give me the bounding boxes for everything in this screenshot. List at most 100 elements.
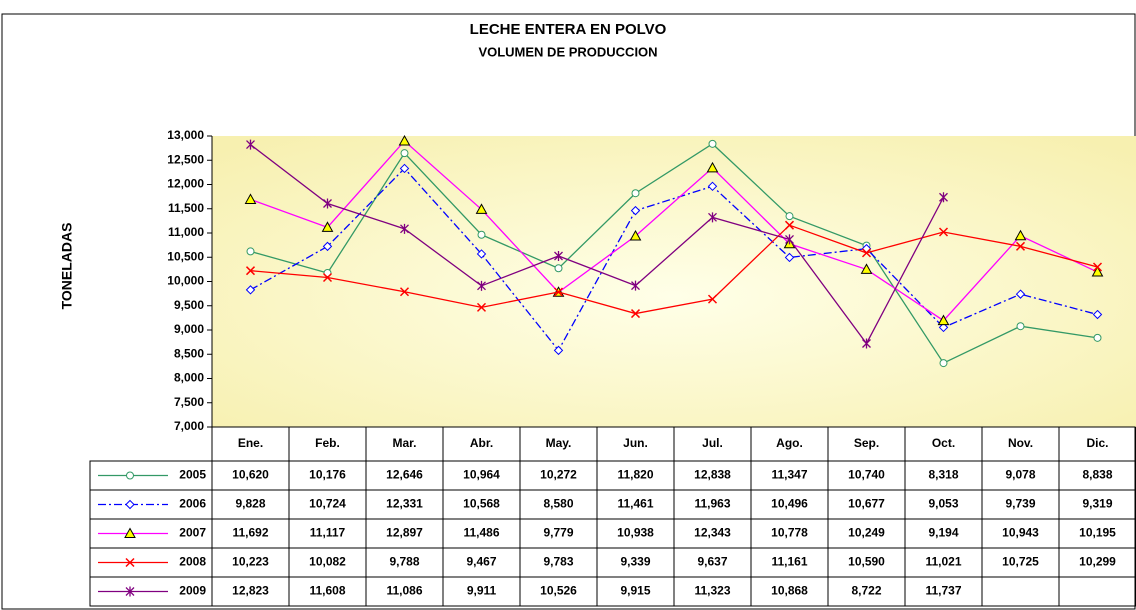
- marker: [321, 221, 334, 232]
- marker: [784, 220, 795, 230]
- legend-label: 2009: [179, 584, 206, 598]
- x-tick-label: Nov.: [1008, 436, 1033, 450]
- marker: [400, 223, 409, 234]
- table-value: 9,194: [928, 526, 958, 540]
- marker: [476, 249, 487, 259]
- marker: [1093, 333, 1102, 342]
- y-tick-label: 8,000: [174, 371, 204, 385]
- marker: [400, 149, 409, 158]
- marker: [246, 139, 255, 150]
- marker: [554, 264, 563, 273]
- series-line: [250, 167, 1098, 352]
- marker: [1091, 266, 1104, 277]
- x-tick-label: Sep.: [854, 436, 879, 450]
- marker: [1014, 229, 1027, 241]
- table-value: 10,176: [309, 468, 346, 482]
- marker: [937, 314, 950, 326]
- marker: [244, 193, 257, 204]
- marker: [708, 212, 717, 223]
- marker: [125, 499, 135, 510]
- y-tick-label: 9,500: [174, 298, 204, 312]
- marker: [1015, 289, 1026, 299]
- table-value: 11,021: [925, 555, 961, 569]
- marker: [939, 359, 948, 368]
- series-line: [250, 224, 1098, 315]
- table-value: 10,082: [309, 555, 346, 569]
- table-value: 11,161: [771, 555, 807, 569]
- table-value: 8,722: [851, 584, 881, 598]
- table-value: 9,339: [620, 555, 650, 569]
- y-tick-label: 9,000: [174, 322, 204, 336]
- x-tick-label: Ago.: [776, 436, 803, 450]
- marker: [938, 227, 949, 237]
- x-tick-label: May.: [546, 436, 572, 450]
- marker: [1016, 322, 1025, 331]
- table-value: 10,223: [232, 555, 269, 569]
- table-value: 11,461: [617, 497, 653, 511]
- marker: [126, 471, 134, 480]
- table-value: 8,838: [1082, 468, 1112, 482]
- table-value: 11,608: [309, 584, 345, 598]
- marker: [785, 212, 794, 221]
- x-tick-label: Jun.: [623, 436, 648, 450]
- table-value: 11,347: [771, 468, 807, 482]
- marker: [322, 241, 333, 252]
- table-value: 9,783: [543, 555, 573, 569]
- table-value: 10,740: [848, 468, 885, 482]
- marker: [476, 302, 487, 312]
- marker: [125, 557, 135, 568]
- marker: [477, 280, 486, 291]
- table-value: 10,778: [771, 526, 808, 540]
- marker: [245, 266, 256, 276]
- marker: [124, 527, 136, 538]
- marker: [707, 294, 718, 304]
- table-value: 11,117: [310, 526, 346, 540]
- marker: [629, 229, 642, 241]
- marker: [860, 263, 873, 274]
- marker: [1092, 309, 1103, 320]
- marker: [398, 134, 411, 146]
- y-tick-label: 10,000: [167, 274, 204, 288]
- table-value: 12,646: [386, 468, 423, 482]
- y-tick-label: 11,000: [168, 225, 204, 239]
- table-value: 10,964: [463, 468, 500, 482]
- marker: [125, 586, 135, 597]
- marker: [477, 230, 486, 239]
- x-tick-label: Mar.: [392, 436, 416, 450]
- marker: [553, 345, 564, 356]
- table-value: 9,467: [466, 555, 496, 569]
- marker: [630, 205, 641, 216]
- table-value: 12,343: [694, 526, 731, 540]
- y-tick-label: 12,500: [167, 152, 204, 166]
- table-value: 9,788: [389, 555, 419, 569]
- table-value: 9,739: [1005, 497, 1035, 511]
- x-tick-label: Abr.: [470, 436, 493, 450]
- table-value: 10,195: [1079, 526, 1116, 540]
- table-value: 9,779: [543, 526, 573, 540]
- table-value: 10,677: [848, 497, 885, 511]
- series-line: [250, 143, 1098, 364]
- x-tick-label: Oct.: [932, 436, 955, 450]
- table-value: 9,828: [235, 497, 265, 511]
- chart-title: LECHE ENTERA EN POLVO: [470, 21, 667, 38]
- y-tick-label: 10,500: [167, 249, 204, 263]
- table-value: 8,580: [543, 497, 573, 511]
- table-value: 9,911: [467, 584, 497, 598]
- table-value: 9,053: [928, 497, 958, 511]
- marker: [245, 285, 256, 295]
- x-tick-label: Feb.: [315, 436, 340, 450]
- table-value: 10,249: [848, 526, 885, 540]
- table-value: 10,724: [309, 497, 346, 511]
- marker: [784, 252, 795, 263]
- table-value: 10,725: [1002, 555, 1039, 569]
- marker: [939, 192, 948, 203]
- marker: [708, 139, 717, 148]
- y-tick-label: 8,500: [174, 346, 204, 360]
- legend-label: 2007: [179, 526, 206, 540]
- marker: [475, 203, 488, 214]
- table-value: 9,078: [1005, 468, 1035, 482]
- table-value: 10,299: [1079, 555, 1116, 569]
- marker: [861, 248, 872, 258]
- table-value: 10,868: [771, 584, 808, 598]
